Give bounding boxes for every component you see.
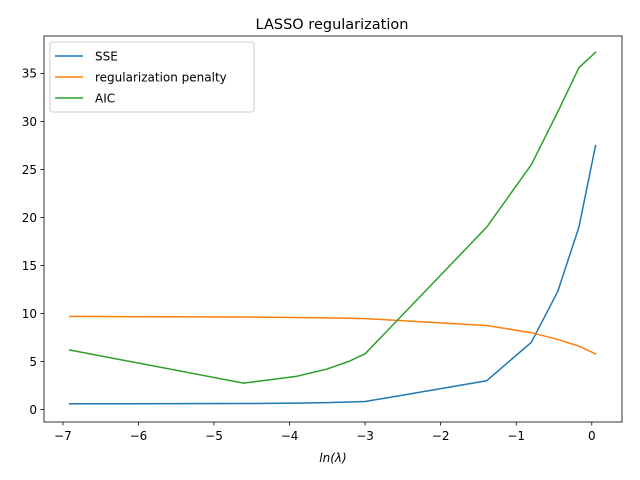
y-tick-label: 10 — [22, 307, 37, 321]
legend-box — [49, 41, 255, 113]
y-tick-label: 0 — [29, 403, 37, 417]
x-tick-label: −5 — [205, 429, 223, 443]
chart-title: LASSO regularization — [256, 17, 409, 33]
legend-label-aic: AIC — [95, 91, 115, 105]
plot-area — [43, 35, 623, 423]
y-tick-label: 35 — [22, 67, 37, 81]
x-tick-label: −4 — [281, 429, 299, 443]
x-tick-label: −3 — [356, 429, 374, 443]
legend: SSE regularization penalty AIC — [49, 41, 255, 113]
x-tick-label: −7 — [54, 429, 72, 443]
legend-label-regularization-penalty: regularization penalty — [95, 70, 227, 84]
series-line-aic — [68, 51, 597, 384]
x-tick-label: −6 — [130, 429, 148, 443]
y-tick-label: 15 — [22, 259, 37, 273]
series-line-sse — [68, 144, 597, 405]
axes-frame — [43, 35, 623, 423]
x-axis-ticks: −7 −6 −5 −4 −3 −2 −1 0 — [54, 422, 596, 443]
series-layer — [68, 51, 597, 405]
series-line-regularization-penalty — [68, 315, 597, 355]
y-tick-label: 25 — [22, 163, 37, 177]
y-axis-ticks: 0 5 10 15 20 25 30 35 — [22, 67, 44, 417]
x-tick-label: 0 — [588, 429, 596, 443]
y-tick-label: 20 — [22, 211, 37, 225]
y-tick-label: 30 — [22, 115, 37, 129]
x-tick-label: −1 — [507, 429, 525, 443]
legend-label-sse: SSE — [95, 49, 118, 63]
x-axis-label: ln(λ) — [319, 451, 346, 465]
y-tick-label: 5 — [29, 355, 37, 369]
x-tick-label: −2 — [432, 429, 450, 443]
